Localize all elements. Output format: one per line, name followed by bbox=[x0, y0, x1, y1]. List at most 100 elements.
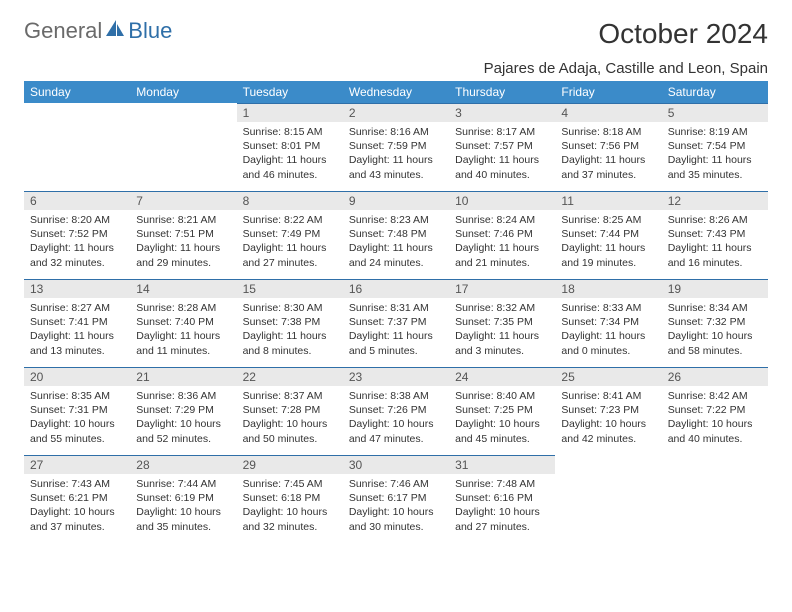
calendar-table: Sunday Monday Tuesday Wednesday Thursday… bbox=[24, 81, 768, 543]
sunset-text: Sunset: 7:35 PM bbox=[455, 315, 549, 329]
day-number: 14 bbox=[130, 279, 236, 298]
sunset-text: Sunset: 7:54 PM bbox=[668, 139, 762, 153]
calendar-week-row: 27Sunrise: 7:43 AMSunset: 6:21 PMDayligh… bbox=[24, 455, 768, 543]
daylight-text: and 11 minutes. bbox=[136, 344, 230, 358]
sunrise-text: Sunrise: 8:16 AM bbox=[349, 125, 443, 139]
daylight-text: and 40 minutes. bbox=[668, 432, 762, 446]
sunrise-text: Sunrise: 8:21 AM bbox=[136, 213, 230, 227]
daylight-text: and 43 minutes. bbox=[349, 168, 443, 182]
daylight-text: Daylight: 11 hours bbox=[349, 153, 443, 167]
daylight-text: Daylight: 11 hours bbox=[243, 153, 337, 167]
calendar-day-cell: 2Sunrise: 8:16 AMSunset: 7:59 PMDaylight… bbox=[343, 103, 449, 191]
calendar-day-cell: 3Sunrise: 8:17 AMSunset: 7:57 PMDaylight… bbox=[449, 103, 555, 191]
calendar-day-cell: 6Sunrise: 8:20 AMSunset: 7:52 PMDaylight… bbox=[24, 191, 130, 279]
day-info: Sunrise: 8:34 AMSunset: 7:32 PMDaylight:… bbox=[662, 298, 768, 362]
daylight-text: Daylight: 11 hours bbox=[349, 329, 443, 343]
calendar-day-cell: . bbox=[130, 103, 236, 191]
day-info: Sunrise: 8:22 AMSunset: 7:49 PMDaylight:… bbox=[237, 210, 343, 274]
daylight-text: and 8 minutes. bbox=[243, 344, 337, 358]
day-number: 31 bbox=[449, 455, 555, 474]
calendar-week-row: 20Sunrise: 8:35 AMSunset: 7:31 PMDayligh… bbox=[24, 367, 768, 455]
daylight-text: and 47 minutes. bbox=[349, 432, 443, 446]
day-number: 13 bbox=[24, 279, 130, 298]
day-info: Sunrise: 8:40 AMSunset: 7:25 PMDaylight:… bbox=[449, 386, 555, 450]
day-number: 24 bbox=[449, 367, 555, 386]
calendar-day-cell: 1Sunrise: 8:15 AMSunset: 8:01 PMDaylight… bbox=[237, 103, 343, 191]
day-info: Sunrise: 8:30 AMSunset: 7:38 PMDaylight:… bbox=[237, 298, 343, 362]
calendar-day-cell: . bbox=[662, 455, 768, 543]
day-number: 18 bbox=[555, 279, 661, 298]
daylight-text: and 50 minutes. bbox=[243, 432, 337, 446]
daylight-text: and 30 minutes. bbox=[349, 520, 443, 534]
day-info: Sunrise: 8:42 AMSunset: 7:22 PMDaylight:… bbox=[662, 386, 768, 450]
sunset-text: Sunset: 6:21 PM bbox=[30, 491, 124, 505]
sunrise-text: Sunrise: 8:25 AM bbox=[561, 213, 655, 227]
calendar-day-cell: 19Sunrise: 8:34 AMSunset: 7:32 PMDayligh… bbox=[662, 279, 768, 367]
daylight-text: and 37 minutes. bbox=[30, 520, 124, 534]
day-number: 5 bbox=[662, 103, 768, 122]
daylight-text: and 45 minutes. bbox=[455, 432, 549, 446]
day-info: Sunrise: 8:15 AMSunset: 8:01 PMDaylight:… bbox=[237, 122, 343, 186]
sunset-text: Sunset: 7:31 PM bbox=[30, 403, 124, 417]
sunrise-text: Sunrise: 8:26 AM bbox=[668, 213, 762, 227]
logo: General Blue bbox=[24, 18, 172, 44]
sunrise-text: Sunrise: 8:17 AM bbox=[455, 125, 549, 139]
logo-text-1: General bbox=[24, 18, 102, 44]
day-number: 28 bbox=[130, 455, 236, 474]
day-info: Sunrise: 7:45 AMSunset: 6:18 PMDaylight:… bbox=[237, 474, 343, 538]
daylight-text: Daylight: 11 hours bbox=[136, 329, 230, 343]
day-info: Sunrise: 8:24 AMSunset: 7:46 PMDaylight:… bbox=[449, 210, 555, 274]
day-number: 23 bbox=[343, 367, 449, 386]
calendar-day-cell: 18 Sunrise: 8:33 AMSunset: 7:34 PMDayligh… bbox=[555, 279, 661, 367]
sunrise-text: Sunrise: 7:44 AM bbox=[136, 477, 230, 491]
day-number: 22 bbox=[237, 367, 343, 386]
calendar-day-cell: 11Sunrise: 8:25 AMSunset: 7:44 PMDayligh… bbox=[555, 191, 661, 279]
calendar-day-cell: 15Sunrise: 8:30 AMSunset: 7:38 PMDayligh… bbox=[237, 279, 343, 367]
day-info: Sunrise: 7:44 AMSunset: 6:19 PMDaylight:… bbox=[130, 474, 236, 538]
sunrise-text: Sunrise: 8:36 AM bbox=[136, 389, 230, 403]
daylight-text: Daylight: 10 hours bbox=[561, 417, 655, 431]
daylight-text: and 37 minutes. bbox=[561, 168, 655, 182]
day-number: 7 bbox=[130, 191, 236, 210]
calendar-day-cell: 14Sunrise: 8:28 AMSunset: 7:40 PMDayligh… bbox=[130, 279, 236, 367]
header: General Blue October 2024 Pajares de Ada… bbox=[24, 18, 768, 77]
daylight-text: and 29 minutes. bbox=[136, 256, 230, 270]
sunrise-text: Sunrise: 8:19 AM bbox=[668, 125, 762, 139]
daylight-text: and 35 minutes. bbox=[668, 168, 762, 182]
day-info: Sunrise: 8:38 AMSunset: 7:26 PMDaylight:… bbox=[343, 386, 449, 450]
weekday-header: Sunday bbox=[24, 81, 130, 103]
daylight-text: and 52 minutes. bbox=[136, 432, 230, 446]
daylight-text: Daylight: 11 hours bbox=[561, 329, 655, 343]
calendar-day-cell: 28Sunrise: 7:44 AMSunset: 6:19 PMDayligh… bbox=[130, 455, 236, 543]
day-number: 9 bbox=[343, 191, 449, 210]
weekday-header: Monday bbox=[130, 81, 236, 103]
sunset-text: Sunset: 7:57 PM bbox=[455, 139, 549, 153]
sunset-text: Sunset: 7:34 PM bbox=[561, 315, 655, 329]
logo-text-2: Blue bbox=[128, 18, 172, 44]
calendar-day-cell: 9Sunrise: 8:23 AMSunset: 7:48 PMDaylight… bbox=[343, 191, 449, 279]
day-number: 30 bbox=[343, 455, 449, 474]
sunset-text: Sunset: 7:43 PM bbox=[668, 227, 762, 241]
day-info: Sunrise: 8:18 AMSunset: 7:56 PMDaylight:… bbox=[555, 122, 661, 186]
sunset-text: Sunset: 7:22 PM bbox=[668, 403, 762, 417]
calendar-day-cell: 25Sunrise: 8:41 AMSunset: 7:23 PMDayligh… bbox=[555, 367, 661, 455]
sunrise-text: Sunrise: 8:34 AM bbox=[668, 301, 762, 315]
sunrise-text: Sunrise: 8:24 AM bbox=[455, 213, 549, 227]
sunrise-text: Sunrise: 7:45 AM bbox=[243, 477, 337, 491]
day-number: 20 bbox=[24, 367, 130, 386]
day-info: Sunrise: 8:28 AMSunset: 7:40 PMDaylight:… bbox=[130, 298, 236, 362]
day-info: Sunrise: 8:41 AMSunset: 7:23 PMDaylight:… bbox=[555, 386, 661, 450]
weekday-header: Friday bbox=[555, 81, 661, 103]
day-info: Sunrise: 8:27 AMSunset: 7:41 PMDaylight:… bbox=[24, 298, 130, 362]
day-number: 10 bbox=[449, 191, 555, 210]
daylight-text: Daylight: 11 hours bbox=[243, 329, 337, 343]
calendar-day-cell: 20Sunrise: 8:35 AMSunset: 7:31 PMDayligh… bbox=[24, 367, 130, 455]
daylight-text: and 19 minutes. bbox=[561, 256, 655, 270]
sunrise-text: Sunrise: 8:33 AM bbox=[561, 301, 655, 315]
sunset-text: Sunset: 7:25 PM bbox=[455, 403, 549, 417]
calendar-day-cell: . bbox=[555, 455, 661, 543]
calendar-day-cell: 13Sunrise: 8:27 AMSunset: 7:41 PMDayligh… bbox=[24, 279, 130, 367]
calendar-day-cell: 10Sunrise: 8:24 AMSunset: 7:46 PMDayligh… bbox=[449, 191, 555, 279]
day-number: 12 bbox=[662, 191, 768, 210]
day-info: Sunrise: 8:19 AMSunset: 7:54 PMDaylight:… bbox=[662, 122, 768, 186]
